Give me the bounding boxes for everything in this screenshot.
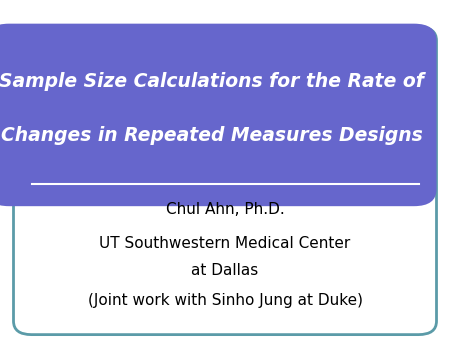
Text: UT Southwestern Medical Center: UT Southwestern Medical Center <box>99 236 351 251</box>
Text: (Joint work with Sinho Jung at Duke): (Joint work with Sinho Jung at Duke) <box>87 293 363 308</box>
FancyBboxPatch shape <box>14 27 436 335</box>
Text: at Dallas: at Dallas <box>191 263 259 278</box>
Text: Changes in Repeated Measures Designs: Changes in Repeated Measures Designs <box>0 126 423 145</box>
FancyBboxPatch shape <box>0 24 436 206</box>
Text: Sample Size Calculations for the Rate of: Sample Size Calculations for the Rate of <box>0 72 424 91</box>
Text: Chul Ahn, Ph.D.: Chul Ahn, Ph.D. <box>166 202 284 217</box>
